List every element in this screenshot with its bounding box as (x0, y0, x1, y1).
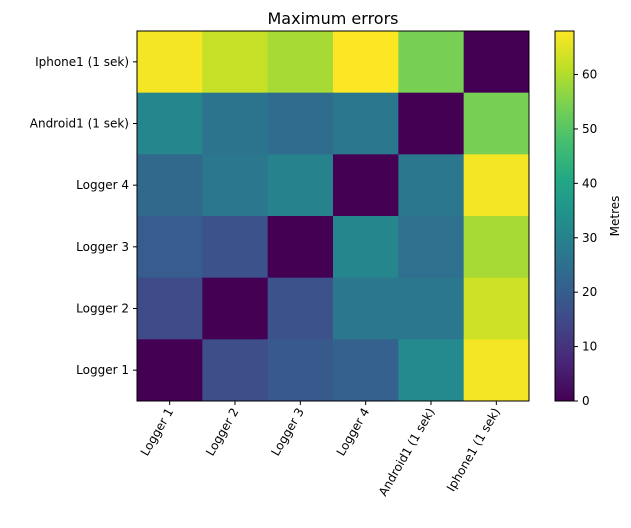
heatmap-cell (202, 154, 269, 217)
heatmap-cell (398, 154, 465, 217)
heatmap-cell (137, 339, 203, 402)
colorbar-tick-label: 10 (582, 340, 597, 354)
colorbar-tick-label: 40 (582, 176, 597, 190)
heatmap-cell (398, 92, 465, 155)
heatmap-cell (463, 154, 530, 217)
heatmap-cells (137, 31, 530, 402)
x-tick-label: Logger 3 (268, 406, 307, 459)
heatmap-cell (267, 339, 334, 402)
heatmap-cell (267, 154, 334, 217)
y-tick-label: Iphone1 (1 sek) (35, 55, 129, 69)
heatmap-cell (463, 277, 530, 340)
heatmap-cell (267, 31, 334, 94)
heatmap-cell (202, 92, 269, 155)
heatmap-cell (267, 216, 334, 279)
heatmap-cell (267, 277, 334, 340)
y-tick-label: Logger 4 (76, 178, 129, 192)
heatmap-cell (202, 31, 269, 94)
y-tick-label: Logger 1 (76, 363, 129, 377)
x-tick-label: Iphone1 (1 sek) (444, 406, 503, 494)
colorbar-label: Metres (608, 196, 622, 237)
x-tick-label: Logger 1 (138, 406, 177, 459)
x-axis: Logger 1 Logger 2 Logger 3 Logger 4 Android1… (138, 401, 503, 498)
heatmap-cell (202, 216, 269, 279)
colorbar-tick-label: 30 (582, 231, 597, 245)
y-axis: Iphone1 (1 sek) Android1 (1 sek) Logger 4 L… (30, 55, 137, 377)
x-tick-label: Android1 (1 sek) (376, 406, 438, 499)
heatmap-cell (137, 277, 203, 340)
heatmap-cell (398, 277, 465, 340)
x-tick-label: Logger 4 (334, 406, 373, 459)
heatmap-cell (333, 277, 399, 340)
heatmap-cell (137, 154, 203, 217)
heatmap-cell (267, 92, 334, 155)
colorbar-tick-label: 60 (582, 68, 597, 82)
heatmap-cell (333, 154, 399, 217)
y-tick-label: Android1 (1 sek) (30, 117, 129, 131)
heatmap-cell (398, 31, 465, 94)
heatmap-cell (398, 216, 465, 279)
heatmap-cell (333, 339, 399, 402)
heatmap-cell (333, 216, 399, 279)
heatmap-cell (137, 31, 203, 94)
colorbar-tick-label: 50 (582, 122, 597, 136)
y-tick-label: Logger 2 (76, 302, 129, 316)
plot-frame (136, 30, 530, 402)
y-tick-label: Logger 3 (76, 240, 129, 254)
heatmap-cell (333, 31, 399, 94)
heatmap-cell (463, 216, 530, 279)
heatmap-cell (202, 339, 269, 402)
heatmap-cell (398, 339, 465, 402)
heatmap-cell (463, 31, 530, 94)
colorbar-axis: 0 10 20 30 40 50 60 (574, 68, 597, 408)
heatmap-cell (137, 216, 203, 279)
heatmap-cell (137, 92, 203, 155)
colorbar-tick-label: 20 (582, 285, 597, 299)
heatmap-cell (202, 277, 269, 340)
heatmap-cell (463, 92, 530, 155)
colorbar-tick-label: 0 (582, 394, 590, 408)
heatmap-cell (463, 339, 530, 402)
colorbar (554, 30, 575, 402)
x-tick-label: Logger 2 (203, 406, 242, 459)
chart-title: Maximum errors (268, 9, 399, 28)
heatmap-cell (333, 92, 399, 155)
